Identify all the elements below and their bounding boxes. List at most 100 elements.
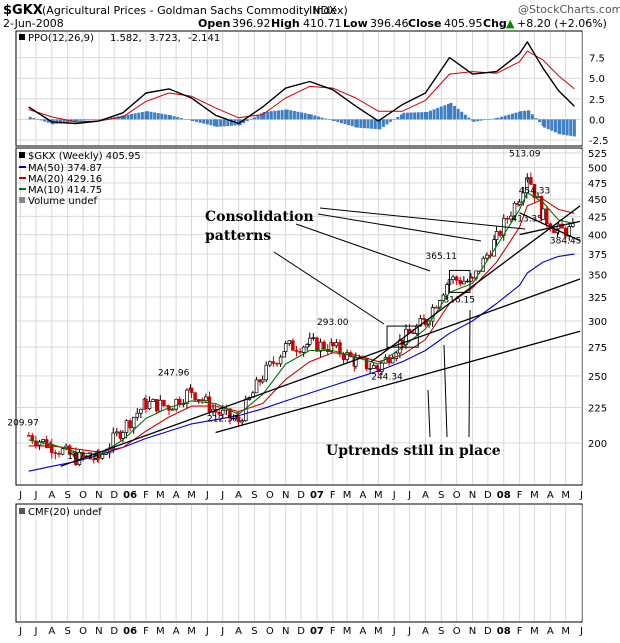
ppo-histogram-bar [309,114,313,120]
ppo-histogram-bar [285,109,289,120]
month-label: 08 [497,490,511,501]
ppo-histogram-bar [446,103,450,120]
price-bar [271,361,276,364]
ppo-histogram-bar [409,112,413,120]
ppo-histogram-bar [553,119,557,133]
month-label: F [517,626,523,637]
price-bar [268,361,272,366]
price-bar [131,416,136,429]
ppo-histogram-bar [256,115,260,120]
month-label: D [110,490,118,501]
price-bar [315,337,319,352]
month-label: 07 [310,490,324,501]
ppo-histogram-bar [320,117,324,120]
month-label: A [422,490,429,501]
price-label: 244.34 [371,373,403,383]
price-bar [498,231,502,236]
annotation-uptrends: Uptrends still in place [326,443,501,459]
price-tick-label: 275 [588,343,607,354]
ppo-histogram-bar [436,107,440,120]
price-bar [92,458,96,461]
ppo-histogram-bar [370,119,374,129]
price-bar [544,208,549,225]
price-bar [451,276,455,280]
ppo-histogram-bar [280,110,284,120]
ppo-histogram-bar [359,119,363,128]
price-bar [505,218,510,220]
price-label: 187.78 [67,452,99,462]
ppo-histogram-bar [392,119,396,120]
chg-label: Chg [483,17,507,30]
ppo-histogram-bar [378,119,382,130]
month-label: A [547,626,554,637]
price-legend: $GKX (Weekly) 405.95 MA(50) 374.87 MA(20… [19,151,141,207]
month-label: S [438,490,444,501]
month-axis-lower: J J A S O N D 06 F M A M J J A S O N D 07 F M A M J J A S O N D 08 F M A M J [18,626,583,637]
price-bar [264,364,268,381]
ma20-line [28,198,575,453]
ppo-histogram-bar [420,112,424,120]
ppo-histogram-bar [242,119,246,124]
price-bar [512,203,517,217]
price-bar [287,340,292,344]
price-bar [278,356,283,365]
ppo-histogram-bar [343,119,347,125]
ppo-histogram-bar [541,119,545,126]
ppo-histogram-bar [332,119,336,122]
price-bar [311,337,316,339]
price-bar [291,340,295,351]
price-label: 413.35 [512,215,544,225]
month-label: J [33,490,37,501]
price-bar [372,365,376,369]
ppo-histogram-bar [163,114,167,120]
close-value: 405.95 [444,17,483,30]
ppo-histogram-bar [122,115,126,120]
cmf-panel [15,503,583,623]
watermark: @StockCharts.com [518,3,620,16]
arrow-consolidation-4 [319,207,526,230]
ppo-histogram-bar [249,119,253,120]
ppo-histogram-bar [176,117,180,120]
ppo-histogram-bar [381,119,385,127]
open-label: Open [198,17,231,30]
price-bar [458,280,463,285]
price-bar [174,398,178,410]
price-bar [260,379,265,383]
ppo-histogram-bar [195,119,199,122]
price-tick-label: 450 [588,195,607,206]
ppo-histogram-bar [262,111,266,120]
price-bar [445,284,449,296]
ppo-tick-label: 7.5 [589,54,605,65]
price-bar [189,387,194,394]
arrow-uptrend-3 [468,309,471,438]
month-label: D [297,490,305,501]
ppo-histogram-bar [350,119,354,127]
chg-arrow-icon: ▲ [506,17,515,30]
ppo-histogram-bar [385,119,389,125]
ppo-histogram-bar [336,119,340,123]
ppo-histogram-bar [519,111,523,120]
ppo-histogram-bar [523,110,527,120]
ppo-histogram-bar [277,110,281,120]
month-label: A [48,490,55,501]
price-bar [563,227,568,237]
month-label: J [407,490,411,501]
price-bar [294,350,299,352]
price-bar [494,231,499,240]
month-label: 08 [497,626,511,637]
price-bar [217,411,221,415]
price-tick-label: 375 [588,250,607,261]
ppo-histogram-bar [145,111,149,120]
price-grid [17,149,583,484]
ppo-histogram-bar [168,115,172,120]
month-label: S [438,626,444,637]
trendlines [60,205,581,467]
ppo-histogram-bar [303,113,307,120]
month-label: J [220,626,224,637]
price-bar [301,346,306,353]
ppo-histogram-bar [296,111,300,120]
ppo-histogram-bar [362,119,366,129]
ppo-histogram-bar [503,115,507,120]
month-label: J [392,626,396,637]
month-label: S [251,490,257,501]
